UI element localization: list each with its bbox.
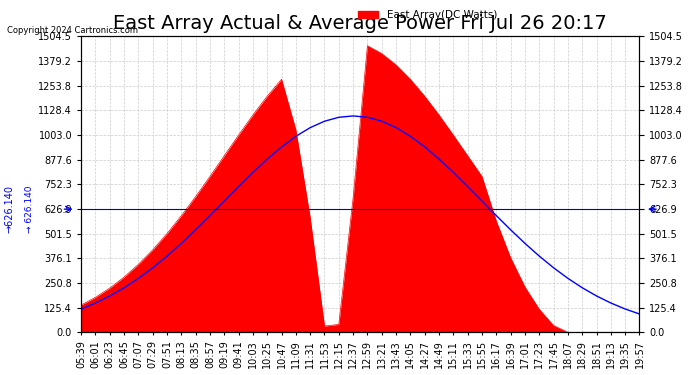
- Text: Copyright 2024 Cartronics.com: Copyright 2024 Cartronics.com: [7, 26, 138, 35]
- Legend: East Array(DC Watts): East Array(DC Watts): [353, 6, 501, 24]
- Text: →626.140: →626.140: [4, 185, 14, 233]
- Title: East Array Actual & Average Power Fri Jul 26 20:17: East Array Actual & Average Power Fri Ju…: [113, 15, 607, 33]
- Text: → 626.140: → 626.140: [25, 185, 34, 233]
